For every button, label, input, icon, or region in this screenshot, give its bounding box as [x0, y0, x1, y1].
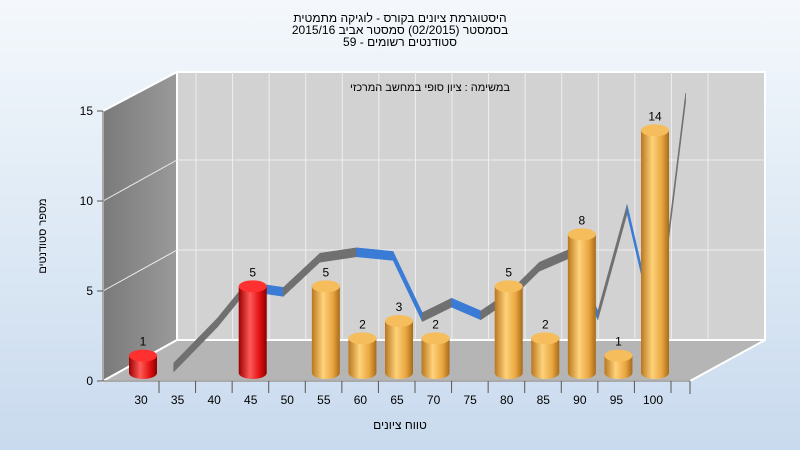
- bar-body: [494, 286, 523, 379]
- bar-value-label: 5: [249, 265, 256, 279]
- bar-value-label: 1: [140, 335, 147, 349]
- bar-body: [311, 286, 340, 379]
- y-tick-label: 10: [80, 194, 94, 208]
- bar-95: 1: [604, 335, 633, 379]
- x-tick-label: 60: [354, 393, 368, 407]
- bar-top: [385, 315, 413, 327]
- grid-line-wall: [102, 249, 178, 292]
- bar-top: [567, 228, 596, 241]
- bar-top: [421, 332, 450, 345]
- bar-body: [604, 355, 633, 379]
- bar-top: [311, 280, 340, 293]
- x-tick-label: 35: [171, 393, 185, 407]
- bar-65: 3: [385, 300, 413, 379]
- bar-85: 2: [531, 317, 560, 379]
- bar-value-label: 2: [359, 317, 366, 331]
- bar-30: 1: [129, 335, 157, 379]
- bar-body: [421, 338, 450, 379]
- bar-value-label: 5: [505, 265, 512, 279]
- bar-value-label: 8: [579, 213, 586, 227]
- bar-top: [531, 332, 560, 345]
- y-tick-label: 5: [86, 284, 93, 298]
- x-tick-label: 50: [281, 393, 295, 407]
- bar-45: 5: [238, 265, 267, 379]
- x-tick-label: 85: [537, 393, 551, 407]
- bar-90: 8: [567, 213, 596, 379]
- bar-body: [385, 321, 413, 379]
- grid-line-wall: [102, 159, 178, 202]
- grid-lines: [102, 72, 765, 340]
- bar-body: [567, 234, 596, 379]
- x-tick-label: 95: [610, 393, 624, 407]
- bar-value-label: 2: [542, 317, 549, 331]
- bar-value-label: 14: [648, 109, 662, 123]
- bar-top: [604, 349, 633, 362]
- bar-70: 2: [421, 317, 450, 379]
- bar-body: [348, 338, 377, 379]
- x-tick-label: 55: [317, 393, 331, 407]
- bar-value-label: 3: [396, 300, 403, 314]
- bar-60: 2: [348, 317, 377, 379]
- bar-value-label: 5: [323, 265, 330, 279]
- y-tick-label: 0: [86, 374, 93, 388]
- chart-title-line-2: בסמסטר (02/2015) סמסטר אביב 2015/16: [291, 23, 509, 37]
- x-tick-label: 75: [463, 393, 477, 407]
- x-tick-label: 70: [427, 393, 441, 407]
- chart-title-line-1: היסטוגרמת ציונים בקורס - לוגיקה מתמטית: [293, 11, 507, 25]
- bar-body: [641, 130, 669, 379]
- x-tick-label: 65: [390, 393, 404, 407]
- bar-value-label: 1: [615, 335, 622, 349]
- bar-100: 14: [641, 109, 669, 379]
- x-tick-label: 45: [244, 393, 258, 407]
- x-tick-label: 30: [134, 393, 148, 407]
- chart-subtitle: במשימה : ציון סופי במחשב המרכזי: [349, 82, 510, 94]
- bar-55: 5: [311, 265, 340, 379]
- x-tick-label: 80: [500, 393, 514, 407]
- y-axis-label: מספר סטודנטים: [37, 198, 49, 274]
- y-ticks: 0 5 10 15: [80, 104, 103, 388]
- bar-top: [641, 124, 669, 137]
- bar-80: 5: [494, 265, 523, 379]
- x-tick-label: 90: [573, 393, 587, 407]
- y-tick-label: 15: [80, 104, 94, 118]
- x-tick-label: 100: [643, 393, 663, 407]
- bar-value-label: 2: [432, 317, 439, 331]
- bar-body: [129, 355, 157, 379]
- bar-top: [348, 332, 377, 345]
- x-tick-label: 40: [207, 393, 221, 407]
- bar-top: [238, 280, 267, 293]
- chart-title-line-3: סטודנטים רשומים - 59: [343, 35, 457, 49]
- x-axis-label: טווח ציונים: [373, 418, 427, 432]
- bar-body: [531, 338, 560, 379]
- bar-body: [238, 286, 267, 379]
- x-ticks: 30 35 40 45 50 55 60 65 70 75 80 85 90 95 100: [134, 381, 672, 407]
- bars: 1 5 5 2 3 2 5 2 8 1 14: [129, 109, 669, 379]
- bar-top: [494, 280, 523, 293]
- bar-top: [129, 349, 157, 362]
